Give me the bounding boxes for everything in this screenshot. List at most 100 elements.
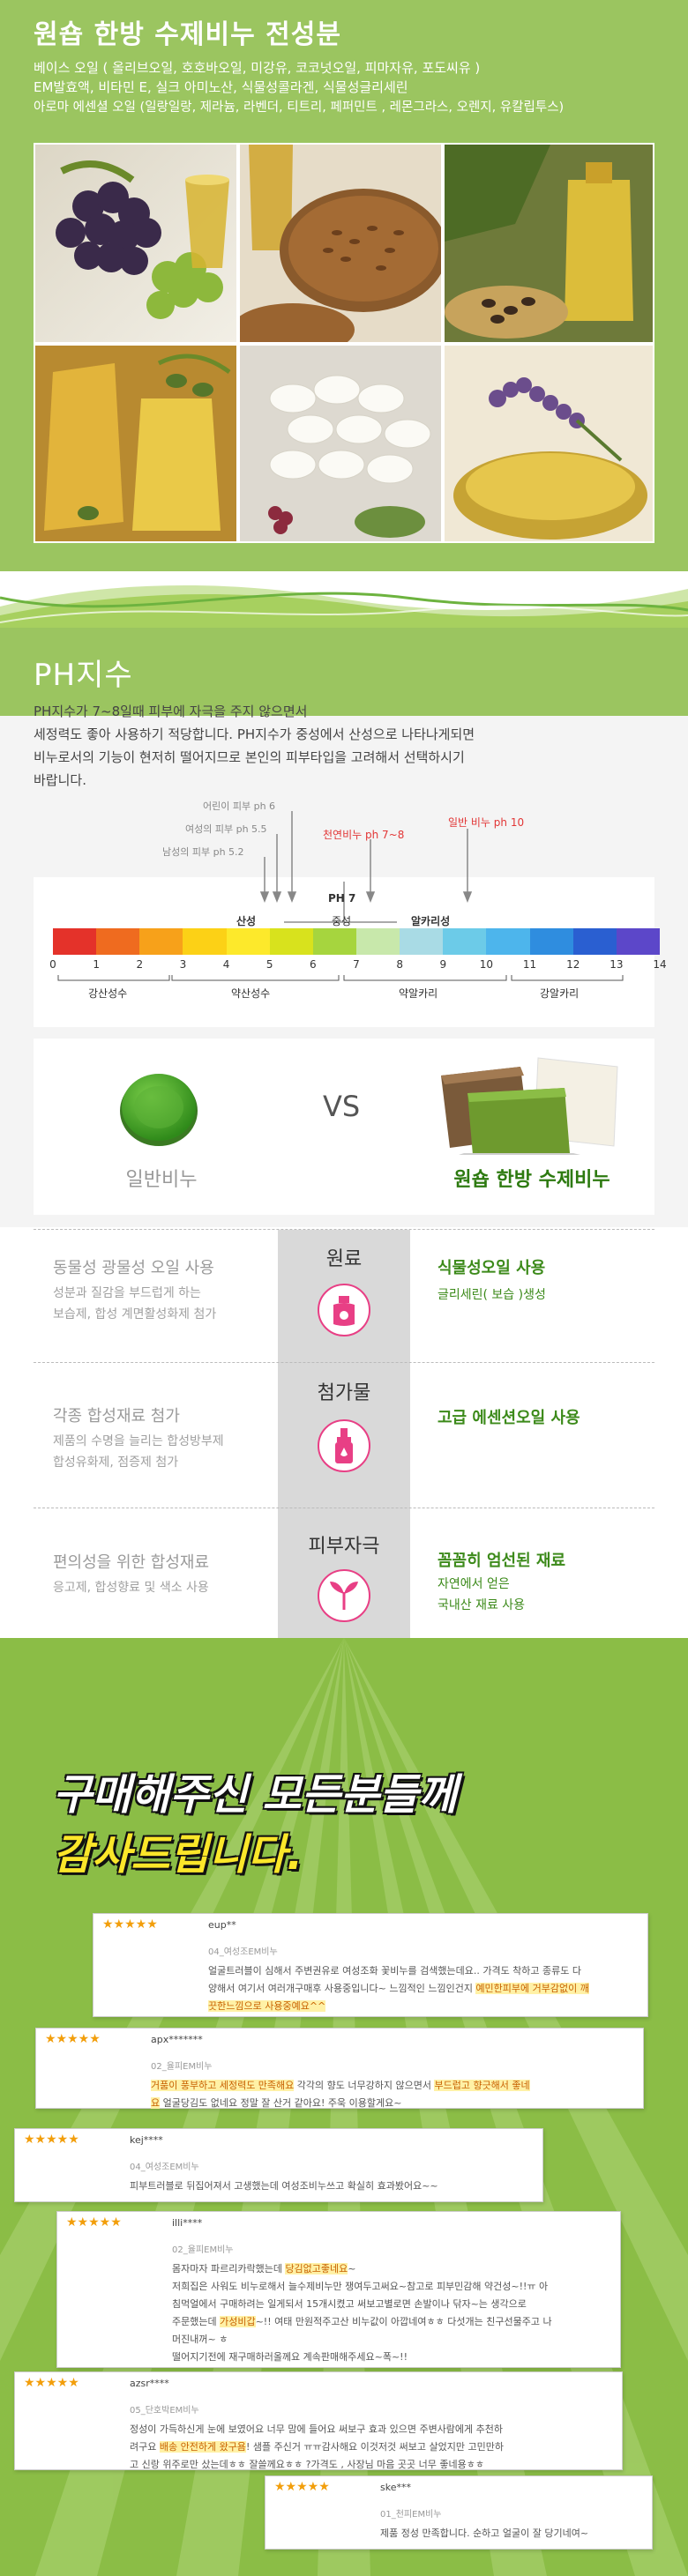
ph-tick-label: 2 — [136, 958, 144, 971]
ph7-label: PH 7 — [328, 892, 356, 905]
review-text-line: 저희집은 사워도 비누로해서 늘수제비누만 쟁여두고써요~참고로 피부민감해 약… — [172, 2279, 548, 2295]
review-username: ske*** — [380, 2482, 411, 2493]
review-product: 04_여성조EM비누 — [130, 2163, 199, 2172]
row1-right-desc: 글리세린( 보습 )생성 — [437, 1288, 546, 1302]
ph-tick-label: 4 — [222, 958, 230, 971]
handmade-soap-label: 원숍 한방 수제비누 — [453, 1169, 610, 1191]
review-text-line: 정성이 가득하신게 눈에 보였어요 너무 맘에 들어요 써보구 효과 있으면 주… — [130, 2422, 503, 2438]
ph-scale-segment — [529, 928, 574, 955]
review-text: 고 신랑 위주로만 샀는데ㅎㅎ 잘쓸께요ㅎㅎ ?가격도 , 사장님 마음 곳곳 … — [130, 2459, 484, 2470]
review-text-line: 피부트러블로 뒤집어져서 고생했는데 여성조비누쓰고 확실히 효과봤어요~~ — [130, 2178, 438, 2194]
review-text: 몸자마자 파르리카락했는데 — [172, 2263, 286, 2274]
review-highlight: 부드럽고 향긋해서 좋네 — [434, 2080, 530, 2091]
review-card: ★★★★★ apx******* 02_율피EM비누 거품이 풍부하고 세정력도 만족… — [35, 2028, 644, 2109]
olive-oil-photo — [34, 344, 238, 543]
review-highlight: 끗한느낌으로 사용중예요^^ — [208, 2000, 326, 2012]
ph-scale-segment — [183, 928, 228, 955]
acid-label: 산성 — [236, 915, 257, 927]
ph-title: PH지수 — [34, 658, 133, 693]
ingredients-line: EM발효액, 비타민 E, 실크 아미노산, 식물성콜라겐, 식물성글리세린 — [34, 79, 408, 95]
ph-tick-label: 8 — [396, 958, 403, 971]
review-highlight: 예민한피부에 거부감없이 깨 — [475, 1983, 589, 1994]
divider — [34, 1362, 654, 1363]
male-skin-marker: 남성의 피부 ph 5.2 — [162, 846, 244, 858]
review-text-line: 요 얼굴당김도 없네요 정말 잘 산거 같아요! 주욱 이용할게요~ — [151, 2096, 401, 2111]
row2-right-title: 고급 에센션오일 사용 — [437, 1409, 580, 1427]
review-text: 침먹얼에서 구매하려는 일게되서 15개시켰고 써보고별로면 손발이나 닦자~는… — [172, 2298, 527, 2310]
category-weak-acid: 약산성수 — [231, 987, 271, 1000]
review-stars: ★★★★★ — [24, 2376, 79, 2390]
row3-right-title: 꼼꼼히 엄선된 재료 — [437, 1552, 566, 1570]
leaf-icon — [318, 1569, 370, 1622]
review-text: 각각의 향도 너무강하지 않으면서 — [294, 2080, 435, 2091]
review-text: 정성이 가득하신게 눈에 보였어요 너무 맘에 들어요 써보구 효과 있으면 주… — [130, 2423, 504, 2435]
ph-tick-label: 0 — [49, 958, 56, 971]
divider — [34, 1229, 654, 1230]
review-text: ~!! 여태 만원적주고산 비누값이 아깝네여ㅎㅎ 다섯개는 친구선물주고 나 — [255, 2316, 552, 2327]
review-text-line: 끗한느낌으로 사용중예요^^ — [208, 1999, 326, 2014]
ph-tick-label: 6 — [310, 958, 317, 971]
thanks-line-2: 감사드립니다. — [53, 1830, 303, 1880]
review-highlight: 요 — [151, 2097, 161, 2109]
review-text: 머진내꺼~ ㅎ — [172, 2334, 228, 2345]
review-product: 04_여성조EM비누 — [208, 1947, 278, 1957]
ph-tick-label: 11 — [522, 958, 537, 971]
review-card: ★★★★★ azsr**** 05_단호박EM비누 정성이 가득하신게 눈에 보였어요… — [14, 2371, 623, 2470]
review-text: 얼굴트러블이 심해서 주변권유로 여성조화 꽃비누를 검색했는데요.. 가격도 … — [208, 1965, 582, 1977]
thanks-line-1: 구매해주신 모든분들께 — [53, 1770, 458, 1820]
castor-oil-photo — [443, 143, 654, 344]
ph-tick-label: 13 — [609, 958, 624, 971]
review-text-line: 제품 정성 만족합니다. 순하고 얼굴이 잘 당기네여~ — [380, 2526, 588, 2542]
ph-scale-segment — [96, 928, 140, 955]
ph-tick-label: 5 — [265, 958, 273, 971]
review-text: 떨어지기전에 재구매하러올께요 계속판매해주세요~폭~!! — [172, 2351, 408, 2363]
review-text-line: 떨어지기전에 재구매하러올께요 계속판매해주세요~폭~!! — [172, 2349, 408, 2365]
review-stars: ★★★★★ — [102, 1917, 158, 1932]
review-card: ★★★★★ illi**** 02_율피EM비누 몸자마자 파르리카락했는데 당김없고… — [56, 2211, 621, 2368]
review-text-line: 주문했는데 가성비갑~!! 여태 만원적주고산 비누값이 아깝네여ㅎㅎ 다섯개는… — [172, 2314, 552, 2330]
row3-left-title: 편의성을 위한 합성재료 — [53, 1553, 210, 1572]
ph-desc-line: PH지수가 7~8일때 피부에 자극을 주지 않으면서 — [34, 704, 308, 719]
grape-oil-photo — [34, 143, 238, 344]
review-text: 제품 정성 만족합니다. 순하고 얼굴이 잘 당기네여~ — [380, 2528, 589, 2539]
natural-soap-marker: 천연비누 ph 7~8 — [323, 829, 405, 841]
ph-header-bar — [0, 628, 688, 716]
ingredients-title: 원숍 한방 수제비누 전성분 — [34, 19, 341, 50]
ph-tick-label: 12 — [566, 958, 580, 971]
ingredients-line: 아로마 에센셜 오일 (일랑일랑, 제라늄, 라벤더, 티트리, 페퍼민트 , … — [34, 101, 565, 115]
review-text-line: 고 신랑 위주로만 샀는데ㅎㅎ 잘쓸께요ㅎㅎ ?가격도 , 사장님 마음 곳곳 … — [130, 2457, 484, 2473]
ph-desc-line: 비누로서의 기능이 현저히 떨어지므로 본인의 피부타입을 고려해서 선택하시기 — [34, 749, 465, 765]
cosmetic-bottle-icon — [318, 1284, 370, 1336]
ph-tick-label: 7 — [353, 958, 360, 971]
review-text: 주문했는데 — [172, 2316, 221, 2327]
review-text-line: 려구요 배송 안전하게 왔구욤! 샘플 주신거 ㅠㅠ감사해요 이것저것 써보고 … — [130, 2439, 504, 2455]
review-highlight: 당김없고좋네요 — [285, 2263, 348, 2274]
row1-left-title: 동물성 광물성 오일 사용 — [53, 1259, 214, 1277]
row2-left-desc: 합성유화제, 점증제 첨가 — [53, 1456, 179, 1470]
review-product: 05_단호박EM비누 — [130, 2406, 199, 2416]
ph-tick-label: 9 — [439, 958, 447, 971]
row3-right-desc: 국내산 재료 사용 — [437, 1598, 526, 1612]
review-username: apx******* — [151, 2034, 203, 2045]
category-weak-alkali: 약알카리 — [399, 987, 438, 1000]
review-text-line: 몸자마자 파르리카락했는데 당김없고좋네요~ — [172, 2261, 356, 2277]
ph-scale-segment — [572, 928, 617, 955]
review-username: illi**** — [172, 2217, 203, 2229]
row2-left-title: 각종 합성재료 첨가 — [53, 1407, 180, 1426]
ph-tick-label: 10 — [479, 958, 494, 971]
review-text: ! 샘플 주신거 ㅠㅠ감사해요 이것저것 써보고 살었지만 고민만하 — [245, 2441, 504, 2453]
review-username: eup** — [208, 1919, 236, 1931]
ph-desc-line: 바랍니다. — [34, 772, 86, 788]
wave-banner — [0, 571, 688, 628]
review-stars: ★★★★★ — [274, 2480, 330, 2494]
review-text: 저희집은 사워도 비누로해서 늘수제비누만 쟁여두고써요~참고로 피부민감해 약… — [172, 2281, 549, 2292]
review-highlight: 배송 안전하게 왔구욤 — [159, 2441, 246, 2453]
ph-tick-label: 1 — [93, 958, 100, 971]
general-soap-marker: 일반 비누 ph 10 — [448, 816, 525, 829]
row3-category: 피부자극 — [308, 1536, 380, 1558]
general-soap-image — [120, 1074, 198, 1146]
row3-left-desc: 응고제, 합성향료 및 색소 사용 — [53, 1581, 209, 1595]
review-product: 02_율피EM비누 — [172, 2245, 234, 2255]
lavender-oil-photo — [443, 344, 654, 543]
